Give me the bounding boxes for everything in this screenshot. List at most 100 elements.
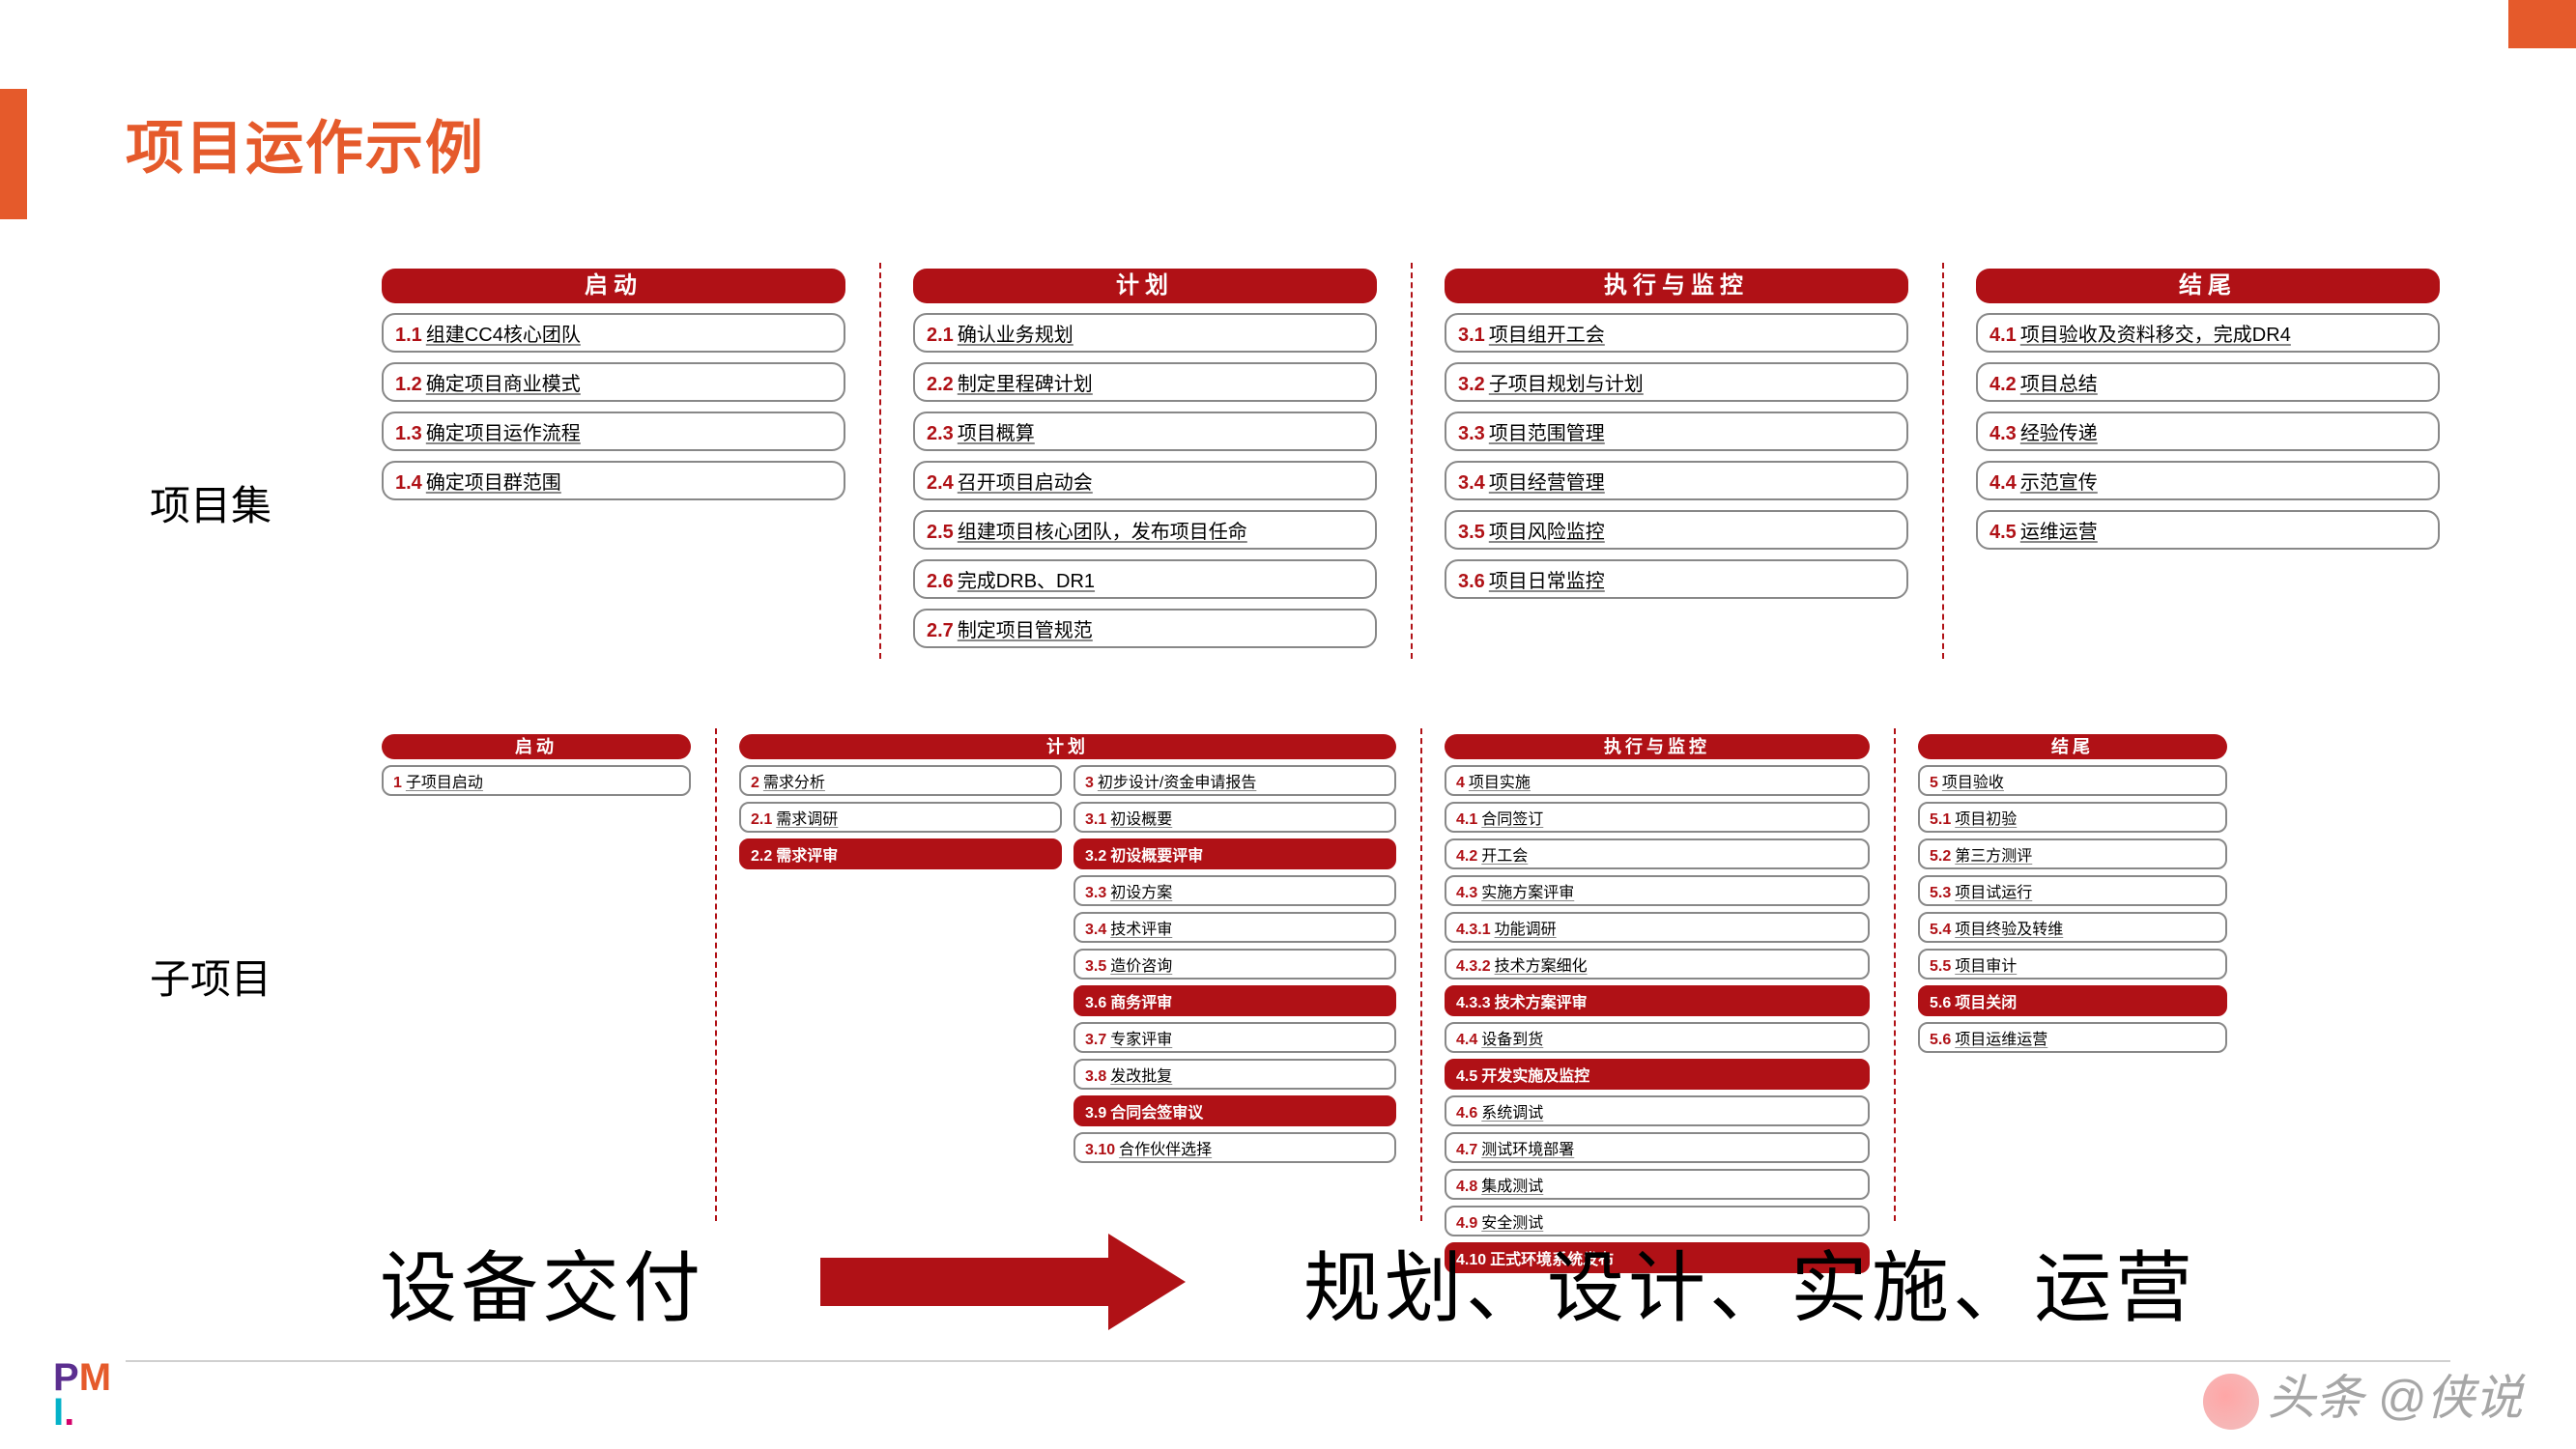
- item-number: 3.5: [1085, 958, 1106, 975]
- sub-phase: 结尾5项目验收5.1项目初验5.2第三方测评5.3项目试运行5.4项目终验及转维…: [1918, 734, 2227, 1059]
- item-text: 初设概要: [1110, 811, 1172, 828]
- list-item: 3.8发改批复: [1073, 1059, 1396, 1090]
- phase-divider: [879, 263, 881, 659]
- item-number: 4.3.3: [1456, 995, 1491, 1011]
- item-text: 第三方测评: [1955, 848, 2032, 865]
- list-item: 4.8集成测试: [1445, 1169, 1870, 1200]
- slide-title: 项目运作示例: [126, 101, 485, 185]
- item-number: 2.1: [751, 811, 772, 828]
- sub-phase: 执行与监控4项目实施4.1合同签订4.2开工会4.3实施方案评审4.3.1功能调…: [1445, 734, 1870, 1279]
- list-item: 3.5项目风险监控: [1445, 510, 1908, 550]
- list-item: 2.7制定项目管规范: [913, 609, 1377, 648]
- item-number: 4.7: [1456, 1142, 1477, 1158]
- item-text: 项目组开工会: [1489, 325, 1605, 346]
- item-text: 开发实施及监控: [1481, 1068, 1589, 1085]
- item-text: 需求分析: [763, 775, 825, 791]
- phase-divider: [1942, 263, 1944, 659]
- list-item: 1.4确定项目群范围: [382, 461, 845, 500]
- list-item: 3.4项目经营管理: [1445, 461, 1908, 500]
- list-item: 3.7专家评审: [1073, 1022, 1396, 1053]
- item-text: 测试环境部署: [1481, 1142, 1574, 1158]
- item-text: 项目验收: [1942, 775, 2004, 791]
- bottom-right-text: 规划、设计、实施、运营: [1303, 1226, 2196, 1338]
- item-number: 4.3.2: [1456, 958, 1491, 975]
- list-item: 2.2需求评审: [739, 838, 1062, 869]
- item-text: 初设概要评审: [1110, 848, 1203, 865]
- item-number: 2.2: [751, 848, 772, 865]
- accent-top-right: [2508, 0, 2576, 48]
- list-item: 5.2第三方测评: [1918, 838, 2227, 869]
- bottom-left-text: 设备交付: [380, 1226, 704, 1338]
- list-item: 3初步设计/资金申请报告: [1073, 765, 1396, 796]
- sub-phase: 启动1子项目启动: [382, 734, 691, 802]
- list-item: 3.9合同会签审议: [1073, 1095, 1396, 1126]
- list-item: 2.3项目概算: [913, 412, 1377, 451]
- item-text: 运维运营: [2020, 522, 2098, 543]
- list-item: 4.3.2技术方案细化: [1445, 949, 1870, 980]
- slide: 项目运作示例 项目集 子项目 启动1.1组建CC4核心团队1.2确定项目商业模式…: [0, 0, 2576, 1449]
- list-item: 4.3经验传递: [1976, 412, 2440, 451]
- list-item: 4.5开发实施及监控: [1445, 1059, 1870, 1090]
- item-text: 召开项目启动会: [958, 472, 1093, 494]
- item-number: 1.4: [395, 472, 422, 494]
- list-item: 4.7测试环境部署: [1445, 1132, 1870, 1163]
- item-number: 2.6: [927, 571, 954, 592]
- item-text: 初步设计/资金申请报告: [1098, 775, 1256, 791]
- phase-header: 计划: [739, 734, 1396, 759]
- item-number: 3.2: [1085, 848, 1106, 865]
- item-text: 确认业务规划: [958, 325, 1073, 346]
- phase-header: 启动: [382, 269, 845, 303]
- item-text: 组建CC4核心团队: [426, 325, 581, 346]
- list-item: 1.1组建CC4核心团队: [382, 313, 845, 353]
- row-label-subproject: 子项目: [150, 947, 272, 1006]
- item-number: 4.3: [1989, 423, 2017, 444]
- item-text: 实施方案评审: [1481, 885, 1574, 901]
- item-number: 3.8: [1085, 1068, 1106, 1085]
- list-item: 4.4设备到货: [1445, 1022, 1870, 1053]
- item-number: 5.4: [1930, 922, 1951, 938]
- item-text: 确定项目商业模式: [426, 374, 581, 395]
- item-number: 3.1: [1085, 811, 1106, 828]
- item-text: 制定里程碑计划: [958, 374, 1093, 395]
- list-item: 4项目实施: [1445, 765, 1870, 796]
- list-item: 3.5造价咨询: [1073, 949, 1396, 980]
- list-item: 3.6商务评审: [1073, 985, 1396, 1016]
- item-number: 2.7: [927, 620, 954, 641]
- list-item: 3.2初设概要评审: [1073, 838, 1396, 869]
- item-text: 示范宣传: [2020, 472, 2098, 494]
- item-number: 3.4: [1458, 472, 1485, 494]
- item-number: 1.1: [395, 325, 422, 346]
- item-number: 4.3: [1456, 885, 1477, 901]
- item-text: 造价咨询: [1110, 958, 1172, 975]
- list-item: 3.10合作伙伴选择: [1073, 1132, 1396, 1163]
- list-item: 4.5运维运营: [1976, 510, 2440, 550]
- item-text: 项目经营管理: [1489, 472, 1605, 494]
- list-item: 3.3初设方案: [1073, 875, 1396, 906]
- list-item: 3.3项目范围管理: [1445, 412, 1908, 451]
- item-number: 3.10: [1085, 1142, 1115, 1158]
- list-item: 5.5项目审计: [1918, 949, 2227, 980]
- phase-header: 执行与监控: [1445, 734, 1870, 759]
- list-item: 5.3项目试运行: [1918, 875, 2227, 906]
- list-item: 3.6项目日常监控: [1445, 559, 1908, 599]
- item-number: 3.9: [1085, 1105, 1106, 1122]
- watermark: 头条 @侠说: [2203, 1359, 2523, 1430]
- list-item: 3.1项目组开工会: [1445, 313, 1908, 353]
- program-phase: 启动1.1组建CC4核心团队1.2确定项目商业模式1.3确定项目运作流程1.4确…: [382, 269, 845, 510]
- list-item: 1.2确定项目商业模式: [382, 362, 845, 402]
- item-number: 2: [751, 775, 759, 791]
- item-text: 制定项目管规范: [958, 620, 1093, 641]
- list-item: 1.3确定项目运作流程: [382, 412, 845, 451]
- item-number: 4.1: [1456, 811, 1477, 828]
- item-text: 功能调研: [1495, 922, 1557, 938]
- item-text: 项目终验及转维: [1955, 922, 2063, 938]
- program-phase: 结尾4.1项目验收及资料移交，完成DR44.2项目总结4.3经验传递4.4示范宣…: [1976, 269, 2440, 559]
- list-item: 4.2开工会: [1445, 838, 1870, 869]
- item-text: 项目审计: [1955, 958, 2017, 975]
- item-text: 需求调研: [776, 811, 838, 828]
- list-item: 5.6项目运维运营: [1918, 1022, 2227, 1053]
- phase-divider: [1420, 728, 1422, 1221]
- phase-divider: [715, 728, 717, 1221]
- list-item: 3.2子项目规划与计划: [1445, 362, 1908, 402]
- item-number: 4.2: [1989, 374, 2017, 395]
